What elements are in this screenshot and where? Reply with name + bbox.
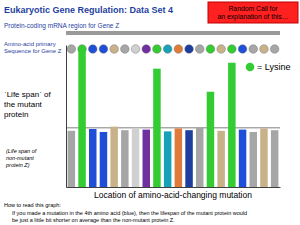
x-axis-line xyxy=(67,187,281,188)
reference-label: (Life span of xyxy=(6,148,37,154)
y-label: the mutant xyxy=(4,100,43,109)
reference-label: non-mutant xyxy=(6,155,34,161)
bar xyxy=(68,131,75,187)
plot-area xyxy=(66,50,280,187)
annotation: be just a little bit shorter on average … xyxy=(12,217,175,223)
amino-acid xyxy=(131,45,140,54)
key-swatch xyxy=(246,63,255,72)
amino-acid xyxy=(260,45,269,54)
amino-acid xyxy=(217,45,226,54)
amino-acid xyxy=(238,45,247,54)
slide: Eukaryotic Gene Regulation: Data Set 4 Ra… xyxy=(0,0,300,225)
amino-acid xyxy=(153,45,162,54)
y-label: protein xyxy=(4,110,28,119)
amino-acid xyxy=(121,45,130,54)
bar xyxy=(143,130,150,187)
amino-acid xyxy=(195,45,204,54)
amino-acid xyxy=(249,45,258,54)
bar xyxy=(110,127,117,187)
y-axis-line xyxy=(66,46,67,188)
callout-text: Random Call for xyxy=(228,5,278,12)
mrna-bar xyxy=(66,31,280,35)
amino-acid xyxy=(88,45,97,54)
amino-acid xyxy=(185,45,194,54)
amino-acid xyxy=(174,45,183,54)
key-label: = Lysine xyxy=(257,62,290,72)
x-axis xyxy=(67,187,281,188)
sequence-label: Amino-acid primary xyxy=(4,41,56,47)
amino-acid xyxy=(163,45,172,54)
bar xyxy=(207,92,214,187)
title: Eukaryotic Gene Regulation: Data Set 4 xyxy=(4,5,173,15)
bar xyxy=(217,131,224,187)
bar xyxy=(175,128,182,187)
bar xyxy=(260,128,267,187)
y-label: ˋLife spanˊ of xyxy=(4,90,51,99)
reference-line xyxy=(66,127,280,128)
callout-text: an explanation of this… xyxy=(217,13,288,21)
reference-label: protein Z) xyxy=(5,162,30,168)
bar xyxy=(132,128,139,187)
amino-acid xyxy=(228,45,237,54)
amino-acid xyxy=(270,45,279,54)
y-axis xyxy=(66,46,67,188)
bar xyxy=(121,130,128,187)
bar xyxy=(78,50,85,187)
bar xyxy=(89,129,96,187)
amino-acid xyxy=(67,45,76,54)
bar xyxy=(250,132,257,187)
sequence-label: Sequence for Gene Z xyxy=(4,48,62,54)
bar xyxy=(153,69,160,187)
bar xyxy=(196,127,203,187)
annotation: If you made a mutation in the 4th amino … xyxy=(12,210,247,216)
amino-acid xyxy=(99,45,108,54)
x-label: Location of amino-acid-changing mutation xyxy=(94,190,252,200)
bar xyxy=(100,132,107,187)
bar xyxy=(164,131,171,187)
annotation: How to read this graph: xyxy=(4,202,61,208)
amino-acid xyxy=(110,45,119,54)
bar xyxy=(271,130,278,187)
callout-box xyxy=(208,2,298,23)
amino-acid xyxy=(142,45,151,54)
mrna-label: Protein-coding mRNA region for Gene Z xyxy=(4,22,119,30)
bar xyxy=(239,130,246,187)
bar xyxy=(185,130,192,187)
amino-acid xyxy=(206,45,215,54)
bar xyxy=(228,63,235,187)
